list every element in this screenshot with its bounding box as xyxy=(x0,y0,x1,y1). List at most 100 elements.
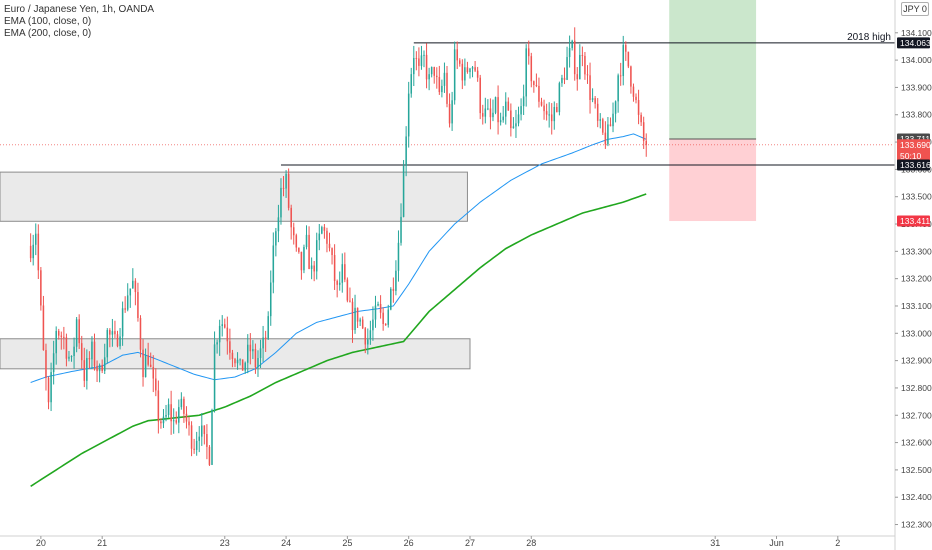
candle-body xyxy=(91,341,93,360)
candle-body xyxy=(32,244,34,259)
price-tick-label: 132.900 xyxy=(901,356,932,366)
candle-body xyxy=(441,85,443,93)
candle-body xyxy=(372,319,374,331)
candle-body xyxy=(361,319,364,329)
candle-body xyxy=(83,360,86,381)
candle-body xyxy=(126,295,129,310)
candle-body xyxy=(594,98,596,104)
candle-body xyxy=(165,415,167,417)
candle-body xyxy=(354,307,356,331)
candle-body xyxy=(379,304,382,313)
candle-body xyxy=(318,233,321,241)
candle-body xyxy=(410,74,413,94)
candle-body xyxy=(374,305,377,320)
candle-body xyxy=(132,280,134,289)
candle-body xyxy=(119,336,121,347)
candle-body xyxy=(517,114,520,124)
candle-body xyxy=(453,49,456,101)
candle-body xyxy=(300,251,303,271)
candle-body xyxy=(494,97,497,113)
candle-body xyxy=(185,413,188,422)
candle-body xyxy=(556,106,558,113)
candle-body xyxy=(190,425,193,449)
candle-body xyxy=(170,404,172,422)
candle-body xyxy=(448,103,451,124)
price-tick-label: 132.700 xyxy=(901,410,932,420)
candle-body xyxy=(47,377,50,403)
candle-body xyxy=(282,187,285,189)
candle-body xyxy=(280,187,282,218)
candle-body xyxy=(183,398,185,414)
candle-body xyxy=(436,75,438,78)
candle-body xyxy=(563,77,566,80)
candle-body xyxy=(63,336,65,338)
candle-body xyxy=(502,116,504,121)
candle-body xyxy=(216,342,218,345)
candle-body xyxy=(530,56,533,82)
candle-body xyxy=(351,301,354,331)
price-label-text: 134.063 xyxy=(900,38,931,48)
candle-body xyxy=(599,119,602,121)
price-tick-label: 133.800 xyxy=(901,110,932,120)
candle-body xyxy=(249,344,252,352)
candle-body xyxy=(356,307,359,322)
chart-title: Euro / Japanese Yen, 1h, OANDA xyxy=(4,4,155,15)
candle-body xyxy=(392,288,395,291)
candle-body xyxy=(469,68,471,73)
candle-body xyxy=(257,358,259,368)
price-label-text: 133.711 xyxy=(900,134,930,144)
candle-body xyxy=(413,57,415,75)
candle-body xyxy=(420,55,423,66)
candle-body xyxy=(285,173,287,189)
candle-body xyxy=(323,227,326,231)
candle-body xyxy=(93,341,96,366)
price-tick-label: 132.500 xyxy=(901,465,932,475)
candle-body xyxy=(607,124,609,145)
time-tick-label: 21 xyxy=(97,538,107,548)
candle-body xyxy=(310,265,313,269)
time-tick-label: 31 xyxy=(710,538,720,548)
candle-body xyxy=(561,77,563,84)
price-tick-label: 132.800 xyxy=(901,383,932,393)
candle-body xyxy=(487,108,489,110)
candle-body xyxy=(540,101,543,106)
candle-body xyxy=(635,96,637,101)
candle-body xyxy=(642,122,645,141)
candle-body xyxy=(510,110,512,129)
candle-body xyxy=(425,54,428,80)
candle-body xyxy=(479,77,481,114)
candle-body xyxy=(640,114,642,123)
candle-body xyxy=(430,67,433,75)
candle-body xyxy=(602,119,604,133)
price-tick-label: 133.100 xyxy=(901,301,932,311)
candle-body xyxy=(395,270,397,291)
currency-badge[interactable]: JPY 0 xyxy=(901,2,929,16)
candle-body xyxy=(98,364,101,372)
candle-body xyxy=(492,112,494,118)
candle-body xyxy=(198,436,201,441)
price-label-box xyxy=(897,215,930,227)
candle-body xyxy=(121,308,124,337)
candle-body xyxy=(367,339,369,345)
candle-body xyxy=(609,124,612,127)
candle-body xyxy=(305,234,308,248)
candle-body xyxy=(443,72,446,86)
candle-body xyxy=(338,282,341,285)
candle-body xyxy=(321,227,323,234)
time-tick-label: 2 xyxy=(835,538,840,548)
candle-body xyxy=(630,66,632,87)
candle-body xyxy=(175,420,178,423)
candle-body xyxy=(433,67,435,76)
chart-legend: Euro / Japanese Yen, 1h, OANDA EMA (100,… xyxy=(4,4,154,40)
candle-body xyxy=(364,328,367,345)
candle-body xyxy=(211,409,213,465)
candle-body xyxy=(42,305,45,351)
candle-body xyxy=(331,248,333,256)
candle-body xyxy=(218,325,221,343)
currency-marker: 0 xyxy=(921,4,927,14)
candle-body xyxy=(231,352,234,359)
candle-body xyxy=(632,86,635,97)
candle-body xyxy=(627,51,630,67)
candle-body xyxy=(543,105,545,112)
